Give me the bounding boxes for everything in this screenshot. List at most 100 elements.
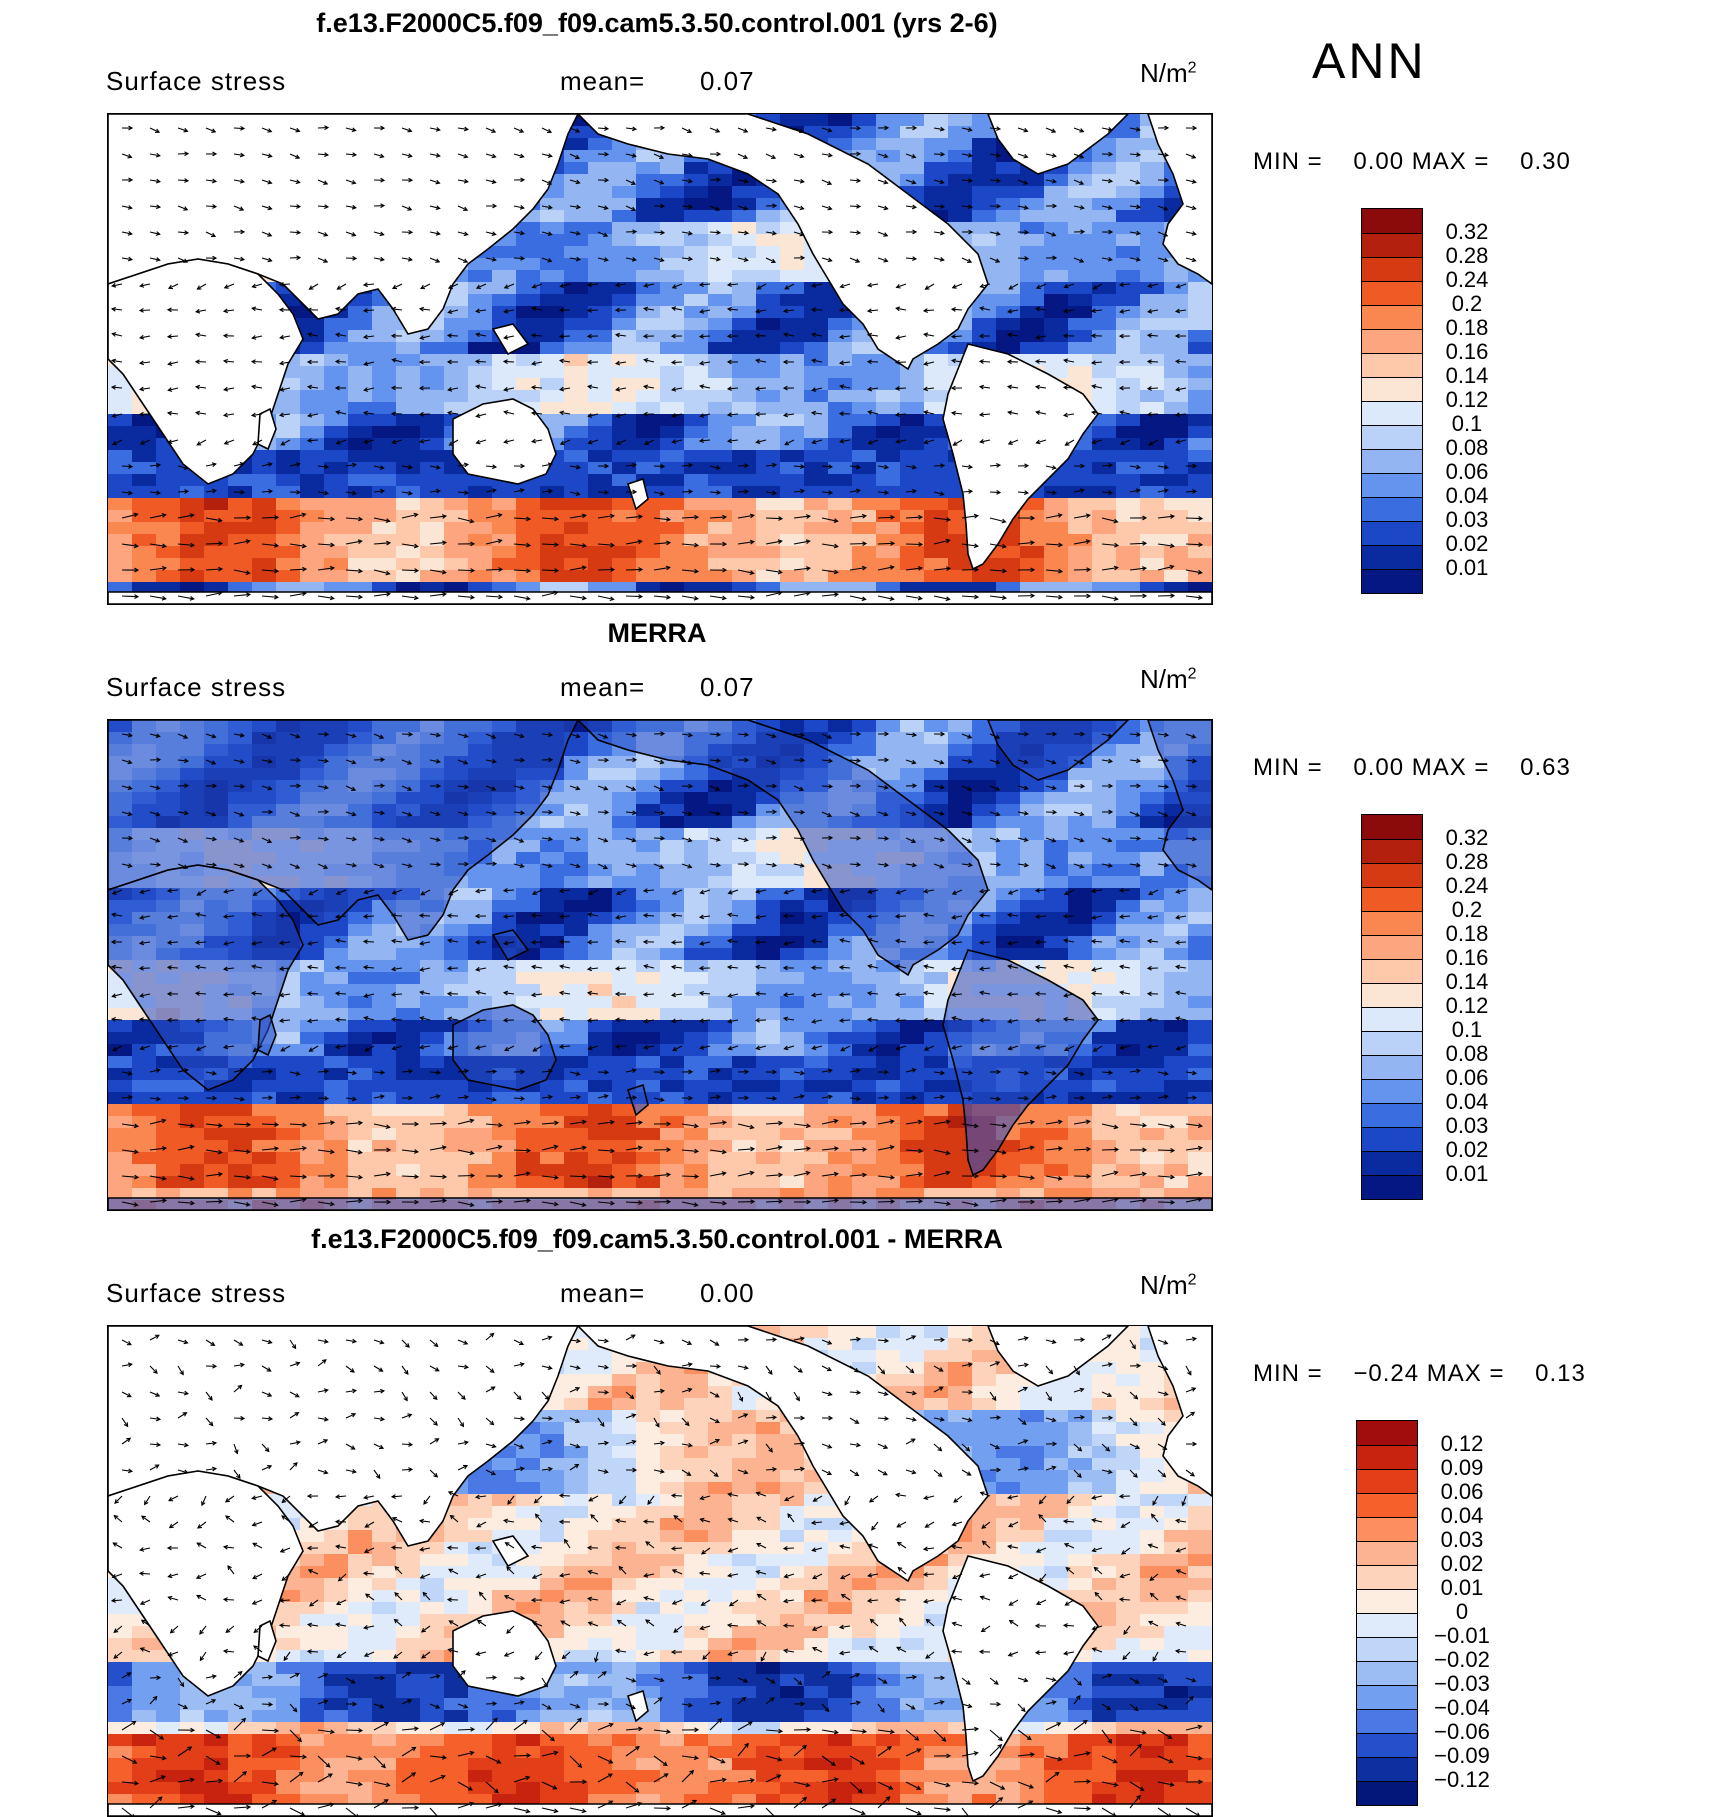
field-cell [804,450,829,463]
field-cell [1164,1056,1189,1069]
field-cell [324,984,349,997]
wind-vector [1130,543,1146,544]
field-cell [996,792,1021,805]
field-cell [492,498,517,511]
field-cell [300,474,325,487]
field-cell [372,936,397,949]
field-cell [324,1104,349,1117]
field-cell [708,342,733,355]
field-cell [444,984,469,997]
field-cell [444,912,469,925]
field-cell [732,1020,757,1033]
field-cell [636,402,661,415]
field-cell [132,426,157,439]
field-cell [396,1116,421,1129]
field-cell [612,1056,637,1069]
field-cell [564,1032,589,1045]
field-cell [1188,354,1212,367]
field-cell [732,840,757,853]
field-cell [588,522,613,535]
field-cell [876,426,901,439]
field-cell [684,210,709,223]
field-cell [708,474,733,487]
field-cell [1116,510,1141,523]
field-cell [996,864,1021,877]
field-cell [1116,270,1141,283]
field-cell [1140,984,1165,997]
field-cell [780,876,805,889]
field-cell [420,474,445,487]
field-cell [1116,474,1141,487]
field-cell [588,816,613,829]
field-cell [900,996,925,1009]
field-cell [636,1032,661,1045]
field-cell [684,924,709,937]
field-cell [660,474,685,487]
field-cell [660,924,685,937]
field-cell [1092,1104,1117,1117]
field-cell [588,840,613,853]
field-cell [516,876,541,889]
field-cell [348,912,373,925]
field-cell [1116,450,1141,463]
field-cell [372,1068,397,1081]
field-cell [636,174,661,187]
field-cell [1164,558,1189,571]
field-cell [804,948,829,961]
field-cell [588,438,613,451]
field-cell [540,912,565,925]
field-cell [780,306,805,319]
field-cell [732,294,757,307]
field-cell [780,972,805,985]
field-cell [948,186,973,199]
field-cell [228,498,253,511]
field-cell [1044,1104,1069,1117]
field-cell [1044,318,1069,331]
field-cell [732,828,757,841]
field-cell [852,1032,877,1045]
field-cell [588,558,613,571]
field-cell [828,390,853,403]
field-cell [564,960,589,973]
field-cell [156,1128,181,1141]
field-cell [396,402,421,415]
field-cell [1092,1044,1117,1057]
field-cell [612,390,637,403]
field-cell [156,498,181,511]
field-cell [1140,1080,1165,1093]
field-cell [300,972,325,985]
field-cell [972,924,997,937]
field-cell [540,270,565,283]
field-cell [732,1044,757,1057]
field-cell [1188,306,1212,319]
field-cell [1188,936,1212,949]
field-cell [588,246,613,259]
field-cell [1092,1092,1117,1105]
field-cell [804,330,829,343]
field-cell [996,780,1021,793]
field-cell [588,450,613,463]
field-cell [852,744,877,757]
field-cell [708,390,733,403]
field-cell [804,462,829,475]
field-cell [1116,402,1141,415]
field-cell [1140,474,1165,487]
field-cell [300,426,325,439]
field-cell [852,474,877,487]
field-cell [372,522,397,535]
field-cell [180,570,205,583]
field-cell [660,792,685,805]
field-cell [732,270,757,283]
field-cell [876,1080,901,1093]
field-cell [372,570,397,583]
field-cell [1116,546,1141,559]
field-cell [948,744,973,757]
field-cell [516,900,541,913]
field-cell [1140,522,1165,535]
field-cell [1020,294,1045,307]
field-cell [684,474,709,487]
field-cell [564,438,589,451]
field-cell [780,390,805,403]
field-cell [348,498,373,511]
field-cell [132,1056,157,1069]
